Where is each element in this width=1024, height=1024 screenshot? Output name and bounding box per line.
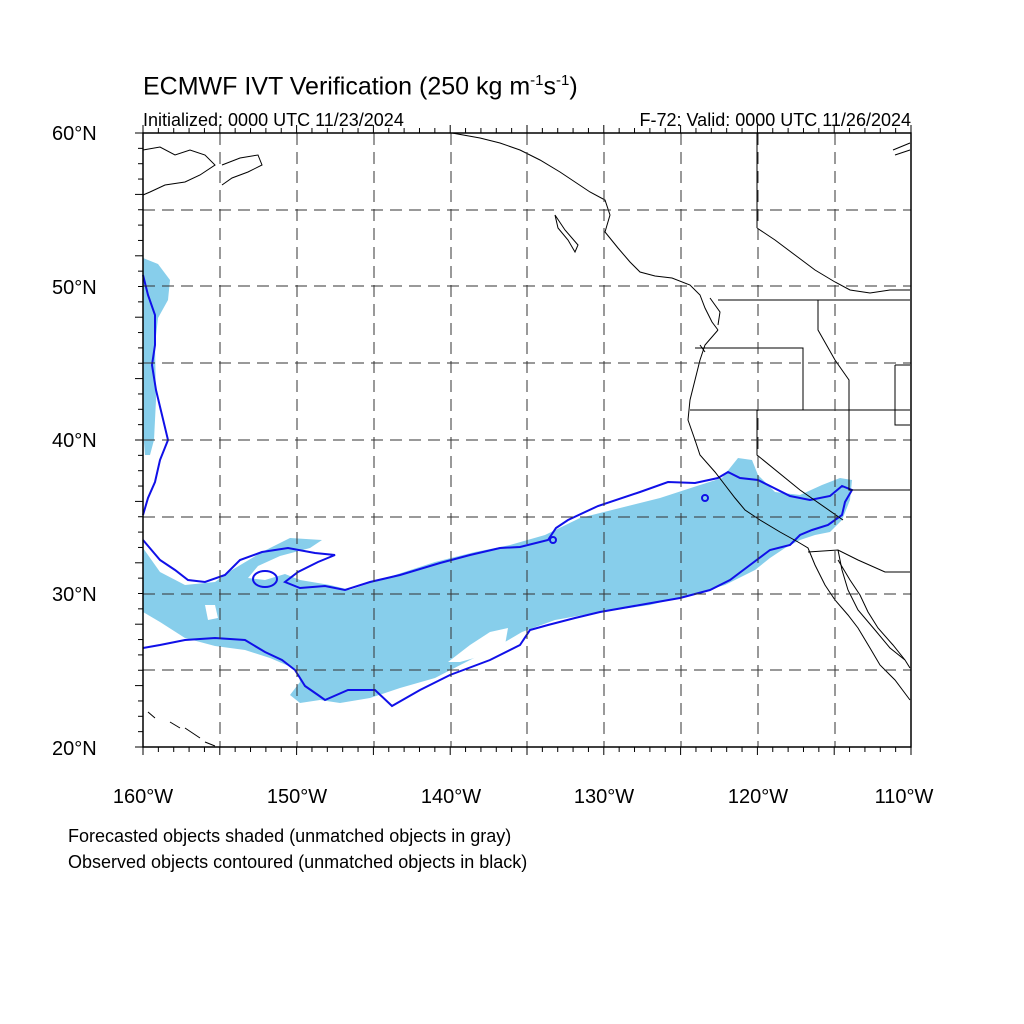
x-tick-label: 140°W [420,786,482,808]
state-boundary [756,410,844,521]
mexico-inner [837,549,906,661]
tick-marks [135,125,912,755]
x-tick-label: 160°W [112,786,174,808]
state-boundary [894,364,910,426]
coastline-us-west [687,329,911,701]
x-tick-label: 120°W [727,786,789,808]
forecast-hole [205,605,218,620]
coastline-hawaii [147,711,216,747]
forecast-object-northern [143,258,170,455]
coastline-hudson [892,142,911,156]
y-tick-label: 40°N [52,430,97,452]
x-tick-label: 150°W [266,786,328,808]
coastline-alaska [142,146,216,196]
state-boundary [817,300,850,410]
observed-contour-small [701,494,709,502]
coastline-canada-interior [756,227,910,294]
forecast-objects [143,258,852,703]
coastline-alaska-islands [221,154,263,186]
y-tick-label: 20°N [52,738,97,760]
coastline-baja-gulf [837,559,911,669]
observed-contour-small [252,570,278,588]
y-tick-label: 60°N [52,123,97,145]
observed-contour-small [549,536,557,544]
observed-contour-main [142,470,854,708]
x-tick-label: 130°W [573,786,635,808]
y-tick-label: 30°N [52,584,97,606]
mexico-border [807,549,910,573]
legend-note-forecast: Forecasted objects shaded (unmatched obj… [68,826,512,846]
map-title: ECMWF IVT Verification (250 kg m-1s-1) [143,72,578,101]
coastline-panhandle [451,132,719,331]
state-boundary [695,347,910,411]
state-boundary [848,410,910,491]
political-boundaries [690,133,910,661]
y-tick-label: 50°N [52,277,97,299]
forecast-object-main [143,458,852,703]
observed-contour-northern [142,274,170,516]
graticule [143,133,911,747]
observed-objects [142,274,854,708]
initialized-time: Initialized: 0000 UTC 11/23/2024 [143,110,404,130]
x-tick-label: 110°W [874,786,934,808]
valid-time: F-72: Valid: 0000 UTC 11/26/2024 [639,110,912,130]
legend-note-observed: Observed objects contoured (unmatched ob… [68,852,528,872]
coastline-washington-islands [699,297,721,353]
forecast-hole [448,628,508,662]
coastline-bc-islands [554,214,579,254]
